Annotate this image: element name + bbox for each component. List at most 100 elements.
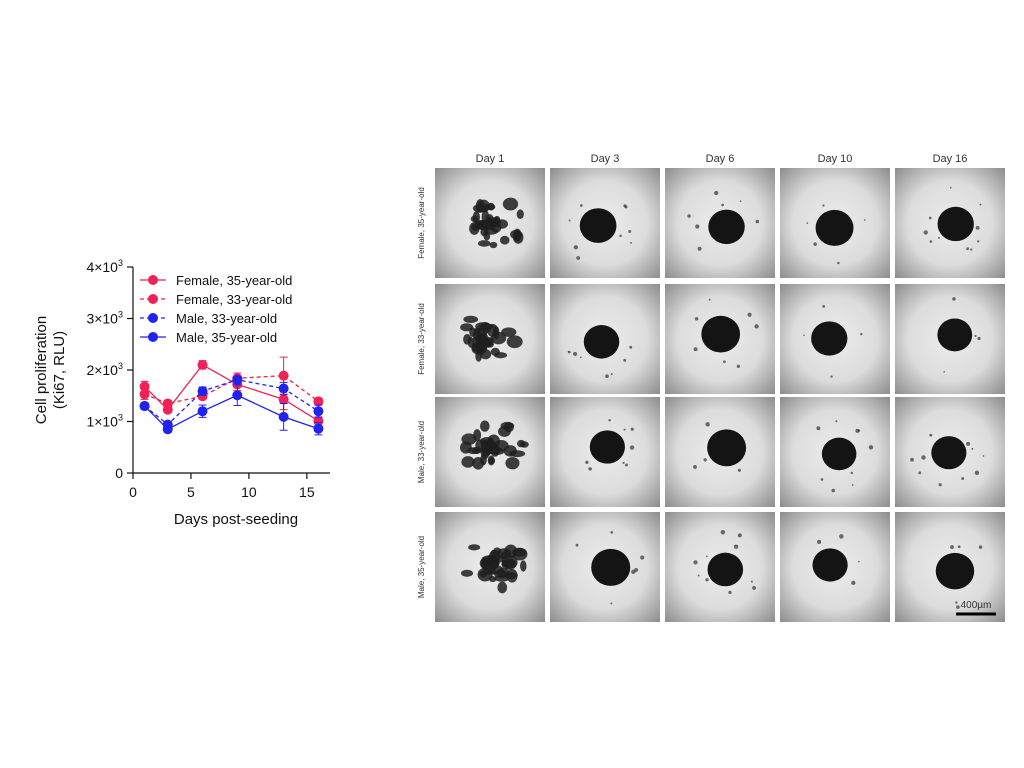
debris-dot [943,371,946,373]
debris-dot [693,560,698,565]
debris-dot [820,478,824,481]
data-point [278,411,289,422]
cell-clump [479,339,490,348]
debris-dot [952,297,956,301]
debris-dot [835,420,838,423]
debris-dot [956,605,960,609]
legend-marker [148,275,158,285]
debris-dot [736,364,741,368]
debris-dot [970,248,973,251]
legend-marker [148,332,158,342]
debris-dot [851,484,854,486]
debris-dot [573,245,579,250]
debris-dot [697,574,700,577]
spheroid [937,206,974,242]
y-axis-title-line2: (Ki67, RLU) [51,331,68,409]
spheroid-image [665,284,775,394]
spheroid-image [550,397,660,507]
debris-dot [918,471,922,475]
column-label: Day 10 [818,153,853,165]
debris-dot [858,560,860,563]
debris-dot [610,373,613,376]
debris-dot [830,375,833,378]
series-line [144,375,319,405]
cell-clump [461,456,475,468]
debris-dot [705,555,708,558]
debris-dot [929,433,933,437]
chart-axes: 0 5 10 15 0 1×103 2×103 3×103 4×103 [86,258,330,500]
series-2 [139,356,324,409]
cell-clump [501,327,517,337]
cell-clump [520,441,529,448]
debris-dot [714,190,719,196]
cell-clump [477,567,493,582]
data-point [232,374,243,385]
legend-label: Female, 33-year-old [176,292,292,307]
debris-dot [623,428,626,431]
debris-dot [610,602,613,605]
spheroid-image [895,284,1005,394]
cell-clump [494,575,510,582]
debris-dot [822,305,826,308]
cell-clump [477,199,490,213]
data-point [197,359,208,370]
debris-dot [728,590,732,595]
cell-clump [501,558,517,570]
debris-dot [850,471,854,475]
data-point [162,424,173,435]
debris-dot [619,234,622,238]
cell-clump [488,557,498,569]
row-label: Male, 35-year-old [417,536,426,598]
column-label: Day 16 [933,153,968,165]
cell-clump [499,235,510,245]
spheroid [931,436,967,470]
data-point [313,396,324,407]
debris-dot [752,586,756,590]
cell-clump [512,547,528,561]
x-axis-title: Days post-seeding [174,511,298,528]
spheroid-image [550,512,660,622]
debris-dot [705,578,709,582]
data-point [197,406,208,417]
cell-clump [473,328,488,338]
data-point [313,415,324,426]
debris-dot [568,350,571,354]
data-point [232,390,243,401]
spheroid-image-grid: Day 1 Day 3 Day 6 Day 10 Day 16 Female, 35-ye… [417,153,1005,622]
cell-clump [472,211,480,224]
cell-clump [463,315,479,324]
x-tick-label: 10 [241,484,257,500]
debris-dot [575,543,579,547]
spheroid-image [435,512,545,622]
cell-clump [502,197,519,211]
debris-dot [693,347,698,352]
spheroid-image [780,168,890,278]
spheroid [708,209,745,245]
debris-dot [979,203,982,206]
y-axis-title-line1: Cell proliferation [33,316,50,424]
spheroid-image [665,397,775,507]
chart-marks [139,356,324,436]
debris-dot [737,533,742,538]
cell-clump [489,241,498,249]
debris-dot [803,334,805,337]
debris-dot [629,445,635,450]
debris-dot [921,455,926,460]
legend-label: Male, 33-year-old [176,311,277,326]
debris-dot [634,567,639,572]
spheroid [579,208,617,243]
debris-dot [630,241,632,244]
data-point [278,370,289,381]
spheroid-image [895,397,1005,507]
debris-dot [982,455,985,457]
debris-dot [630,427,634,431]
debris-dot [937,236,940,239]
cell-clump [471,223,481,232]
spheroid-image [435,168,545,278]
debris-dot [623,358,627,362]
spheroid [707,552,744,587]
cell-clump [509,450,526,458]
spheroid [591,548,631,586]
debris-dot [822,204,825,207]
spheroid [707,429,747,467]
